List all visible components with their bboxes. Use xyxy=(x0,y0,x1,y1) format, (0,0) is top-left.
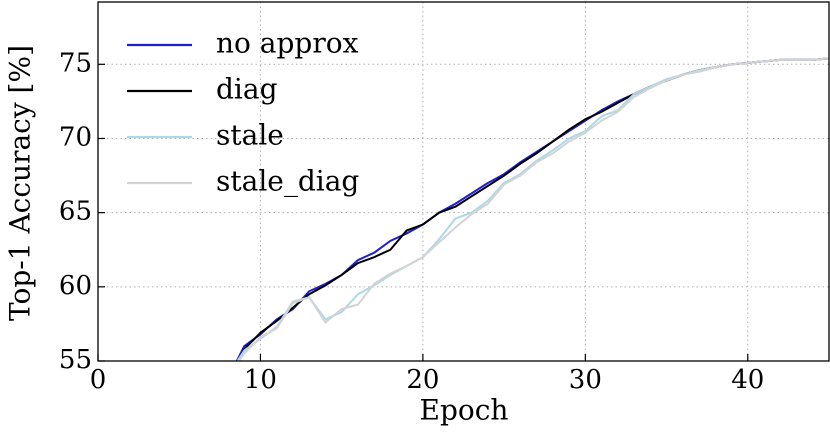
x-tick-label: 30 xyxy=(569,365,602,395)
legend-label: stale xyxy=(216,119,284,152)
legend-label: diag xyxy=(216,73,278,106)
plot-lines xyxy=(235,57,829,361)
ticks: 0 10 20 30 40 55 60 65 70 75 xyxy=(59,48,764,395)
y-tick-label: 75 xyxy=(59,48,92,78)
series-line xyxy=(236,57,829,361)
y-axis-label: Top-1 Accuracy [%] xyxy=(4,45,37,321)
series-line xyxy=(237,57,829,361)
legend-label: no approx xyxy=(216,27,359,60)
x-axis-label: Epoch xyxy=(420,394,509,427)
x-tick-label: 20 xyxy=(406,365,439,395)
series-line xyxy=(237,57,829,361)
x-tick-label: 0 xyxy=(90,365,107,395)
y-tick-label: 70 xyxy=(59,122,92,152)
legend-label: stale_diag xyxy=(216,165,359,198)
legend: no approx diag stale stale_diag xyxy=(127,27,359,198)
plot-frame xyxy=(97,1,830,362)
x-tick-label: 10 xyxy=(244,365,277,395)
series-line xyxy=(235,57,829,361)
y-tick-label: 55 xyxy=(59,345,92,375)
x-tick-label: 40 xyxy=(731,365,764,395)
y-tick-label: 60 xyxy=(59,271,92,301)
grid xyxy=(97,2,829,362)
y-tick-label: 65 xyxy=(59,197,92,227)
